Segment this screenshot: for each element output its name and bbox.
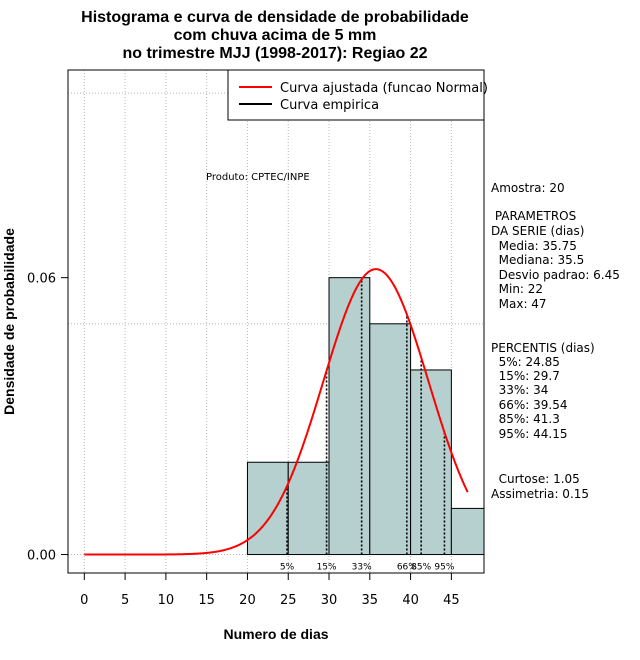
axes: 0 5 10 15 20 25 30 35 40 45 0.00 0.06 Numero de dias… (1, 228, 460, 642)
hist-bar-5 (450, 507, 484, 556)
side-panel-line-4: Mediana: 35.5 (491, 253, 584, 267)
hist-bar-2 (328, 277, 371, 556)
product-annotation: Produto: CPTEC/INPE (206, 172, 310, 183)
percentile-label-2: 33% (352, 563, 372, 573)
x-tick-label-6: 30 (321, 593, 338, 608)
legend-label-0: Curva ajustada (funcao Normal) (280, 81, 488, 96)
y-tick-label-1: 0.06 (27, 272, 56, 287)
side-panel-line-0: Amostra: 20 (491, 181, 565, 195)
chart-titles: Histograma e curva de densidade de proba… (81, 9, 469, 62)
hist-bar-0 (246, 461, 289, 556)
side-panel-line-9: 5%: 24.85 (491, 355, 560, 369)
side-panel-line-6: Min: 22 (491, 282, 543, 296)
side-panel-line-5: Desvio padrao: 6.45 (491, 268, 620, 282)
y-axis-label: Densidade de probabilidade (1, 228, 17, 415)
chart-title-line-1: Histograma e curva de densidade de proba… (81, 9, 469, 26)
x-tick-label-7: 35 (362, 593, 379, 608)
x-tick-label-3: 15 (198, 593, 215, 608)
side-panel-line-7: Max: 47 (491, 297, 547, 311)
percentile-label-5: 95% (434, 563, 454, 573)
side-panel-line-16: Assimetria: 0.15 (491, 487, 589, 501)
x-tick-label-1: 5 (121, 593, 129, 608)
percentile-markers: 5% 15% 33% 66%85% 95% (280, 279, 455, 573)
histogram-bars (246, 277, 484, 556)
x-tick-label-2: 10 (158, 593, 175, 608)
side-panel-line-11: 33%: 34 (491, 383, 548, 397)
side-panel-line-3: Media: 35.75 (491, 239, 577, 253)
x-tick-label-5: 25 (280, 593, 297, 608)
side-panel-line-1: PARAMETROS (491, 209, 576, 223)
x-axis-label: Numero de dias (223, 626, 328, 642)
side-panel-line-12: 66%: 39.54 (491, 398, 568, 412)
legend-label-1: Curva empirica (280, 98, 379, 113)
chart-title-line-2: com chuva acima de 5 mm (174, 27, 377, 44)
x-tick-label-4: 20 (239, 593, 256, 608)
legend: Curva ajustada (funcao Normal) Curva empi… (227, 69, 488, 121)
side-panel-line-2: DA SERIE (dias) (491, 224, 584, 238)
percentile-label-0: 5% (280, 563, 295, 573)
hist-bar-4 (410, 369, 452, 556)
normal-fit-curve (84, 268, 469, 556)
side-panel-line-13: 85%: 41.3 (491, 412, 560, 426)
hist-bar-3 (369, 323, 412, 556)
x-tick-label-8: 40 (402, 593, 419, 608)
percentile-label-3: 66% (397, 563, 417, 573)
side-panel-line-8: PERCENTIS (dias) (491, 341, 595, 355)
side-panel-line-10: 15%: 29.7 (491, 369, 560, 383)
legend-box (227, 69, 485, 121)
hist-bar-1 (287, 461, 330, 556)
x-tick-label-9: 45 (443, 593, 460, 608)
side-panel-line-14: 95%: 44.15 (491, 427, 568, 441)
percentile-label-1: 15% (317, 563, 337, 573)
normal-curve-layer (84, 268, 469, 556)
percentile-label-4: 85% (411, 563, 431, 573)
chart-title-line-3: no trimestre MJJ (1998-2017): Regiao 22 (122, 45, 427, 62)
side-panel-line-15: Curtose: 1.05 (491, 472, 580, 486)
x-tick-label-0: 0 (80, 593, 88, 608)
y-tick-label-0: 0.00 (27, 549, 56, 564)
